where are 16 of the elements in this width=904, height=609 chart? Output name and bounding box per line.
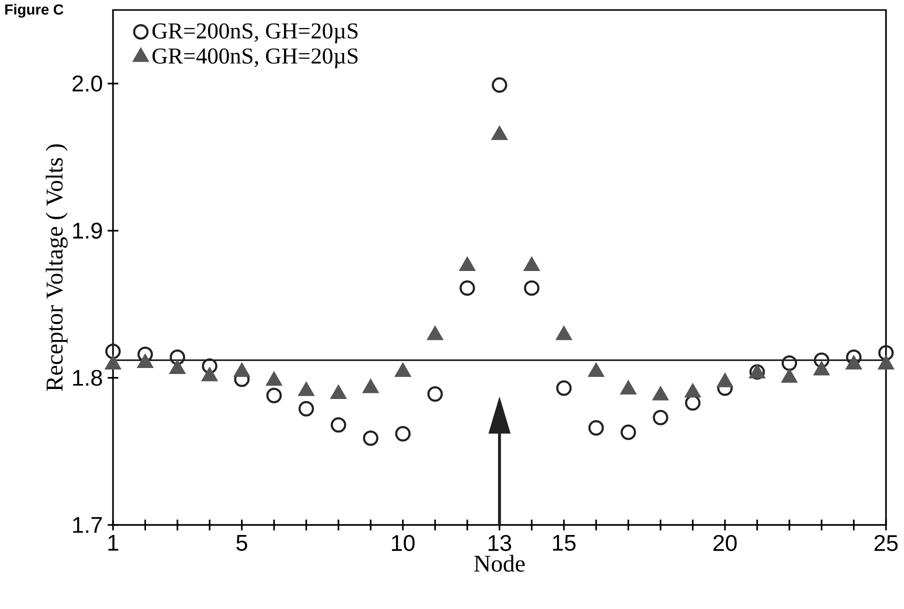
- x-axis-title: Node: [474, 554, 525, 572]
- legend-label: GR=200nS, GH=20µS: [152, 23, 358, 44]
- y-tick-label: 1.8: [73, 370, 102, 386]
- x-tick-label: 10: [392, 535, 415, 552]
- y-tick-label: 2.0: [72, 76, 102, 92]
- y-axis-title: Receptor Voltage ( Volts ): [46, 144, 68, 391]
- x-tick-label: 15: [553, 535, 576, 551]
- x-tick-label: 25: [874, 535, 898, 552]
- legend-label: GR=400nS, GH=20µS: [152, 48, 358, 68]
- y-tick-label: 1.9: [73, 222, 102, 239]
- chart-title: Figure C: [5, 4, 64, 18]
- x-tick-label: 13: [488, 535, 512, 552]
- x-tick-label: 20: [714, 535, 737, 552]
- x-tick-label: 1: [108, 535, 118, 551]
- x-tick-label: 5: [236, 535, 248, 551]
- y-tick-label: 1.7: [73, 517, 102, 533]
